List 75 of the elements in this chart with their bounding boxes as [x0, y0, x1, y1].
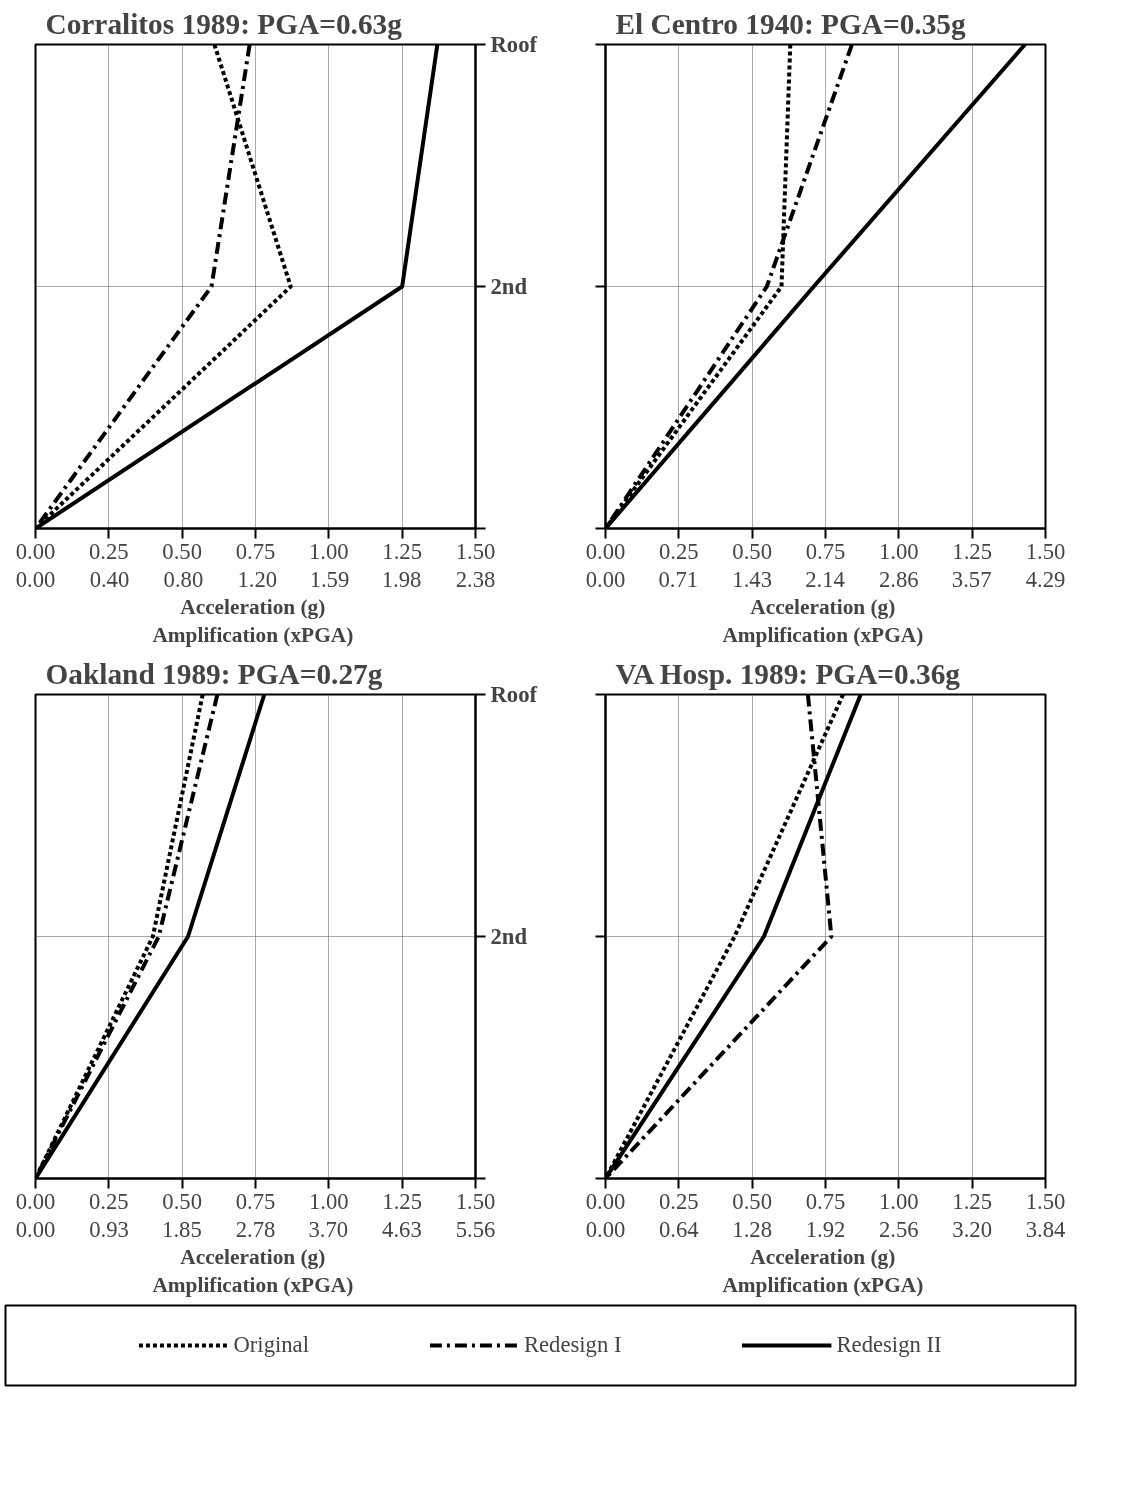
- x2-tick-label: 5.56: [455, 1216, 496, 1242]
- x-tick-label: 0.75: [235, 1188, 276, 1214]
- x-axis-title: Acceleration (g): [750, 1244, 896, 1269]
- x-tick-label: 0.50: [732, 1188, 772, 1214]
- x-tick-label: 1.00: [879, 538, 919, 564]
- x2-tick-label: 2.86: [879, 566, 919, 592]
- x2-axis-title: Amplification (xPGA): [722, 623, 924, 648]
- x-tick-label: 0.00: [585, 538, 626, 564]
- x2-tick-label: 0.80: [163, 566, 204, 592]
- x2-axis-title: Amplification (xPGA): [152, 623, 354, 648]
- x-tick-label: 0.00: [585, 1188, 626, 1214]
- x2-tick-label: 2.38: [455, 566, 496, 592]
- x-tick-label: 0.50: [162, 538, 202, 564]
- chart-title: Oakland 1989: PGA=0.27g: [45, 657, 383, 690]
- x-tick-label: 0.50: [162, 1188, 202, 1214]
- x-tick-label: 1.00: [879, 1188, 919, 1214]
- x-tick-label: 1.25: [382, 538, 422, 564]
- x-tick-label: 0.75: [235, 538, 276, 564]
- x-tick-label: 0.25: [89, 1188, 129, 1214]
- x2-axis-title: Amplification (xPGA): [722, 1273, 924, 1298]
- x-tick-label: 0.25: [659, 1188, 699, 1214]
- x-tick-label: 1.50: [455, 1188, 496, 1214]
- legend-label: Redesign I: [523, 1332, 622, 1358]
- x2-tick-label: 0.71: [658, 566, 699, 592]
- x-tick-label: 0.75: [805, 538, 846, 564]
- y-tick-label: 2nd: [490, 924, 528, 949]
- x2-tick-label: 0.93: [89, 1216, 129, 1242]
- x2-tick-label: 0.64: [659, 1216, 699, 1242]
- x-tick-label: 1.25: [952, 538, 992, 564]
- x-tick-label: 0.25: [659, 538, 699, 564]
- x-tick-label: 0.25: [89, 538, 129, 564]
- x-axis-title: Acceleration (g): [750, 594, 896, 619]
- x2-tick-label: 1.92: [805, 1216, 846, 1242]
- x2-tick-label: 1.28: [732, 1216, 772, 1242]
- x-tick-label: 1.25: [382, 1188, 422, 1214]
- x2-tick-label: 3.20: [952, 1216, 992, 1242]
- x2-tick-label: 1.20: [237, 566, 278, 592]
- x2-tick-label: 0.40: [89, 566, 130, 592]
- x2-tick-label: 4.63: [382, 1216, 422, 1242]
- y-tick-label: 2nd: [490, 274, 528, 299]
- x2-tick-label: 1.59: [309, 566, 350, 592]
- x-tick-label: 1.50: [1025, 1188, 1066, 1214]
- x2-tick-label: 3.70: [308, 1216, 349, 1242]
- x2-axis-title: Amplification (xPGA): [152, 1273, 354, 1298]
- x-tick-label: 1.50: [455, 538, 496, 564]
- x2-tick-label: 2.56: [879, 1216, 919, 1242]
- x2-tick-label: 0.00: [585, 566, 626, 592]
- x2-tick-label: 4.29: [1025, 566, 1066, 592]
- x-tick-label: 0.75: [805, 1188, 846, 1214]
- x2-tick-label: 1.85: [162, 1216, 202, 1242]
- chart-title: Corralitos 1989: PGA=0.63g: [45, 7, 403, 40]
- x2-tick-label: 3.84: [1025, 1216, 1066, 1242]
- x-tick-label: 0.00: [15, 1188, 56, 1214]
- legend-label: Redesign II: [836, 1332, 942, 1358]
- x-axis-title: Acceleration (g): [180, 594, 326, 619]
- chart-title: El Centro 1940: PGA=0.35g: [615, 7, 966, 40]
- x-tick-label: 1.25: [952, 1188, 992, 1214]
- x-tick-label: 0.00: [15, 538, 56, 564]
- x-tick-label: 0.50: [732, 538, 772, 564]
- x2-tick-label: 2.14: [805, 566, 845, 592]
- x2-tick-label: 0.00: [585, 1216, 626, 1242]
- x-axis-title: Acceleration (g): [180, 1244, 326, 1269]
- x2-tick-label: 1.98: [381, 566, 422, 592]
- x2-tick-label: 3.57: [951, 566, 992, 592]
- x-tick-label: 1.50: [1025, 538, 1066, 564]
- legend-label: Original: [233, 1332, 309, 1358]
- x2-tick-label: 0.00: [15, 1216, 56, 1242]
- x-tick-label: 1.00: [309, 538, 349, 564]
- y-tick-label: Roof: [490, 682, 538, 707]
- chart-title: VA Hosp. 1989: PGA=0.36g: [615, 657, 961, 690]
- x-tick-label: 1.00: [309, 1188, 349, 1214]
- x2-tick-label: 1.43: [732, 566, 772, 592]
- y-tick-label: Roof: [490, 32, 538, 57]
- x2-tick-label: 2.78: [235, 1216, 276, 1242]
- x2-tick-label: 0.00: [15, 566, 56, 592]
